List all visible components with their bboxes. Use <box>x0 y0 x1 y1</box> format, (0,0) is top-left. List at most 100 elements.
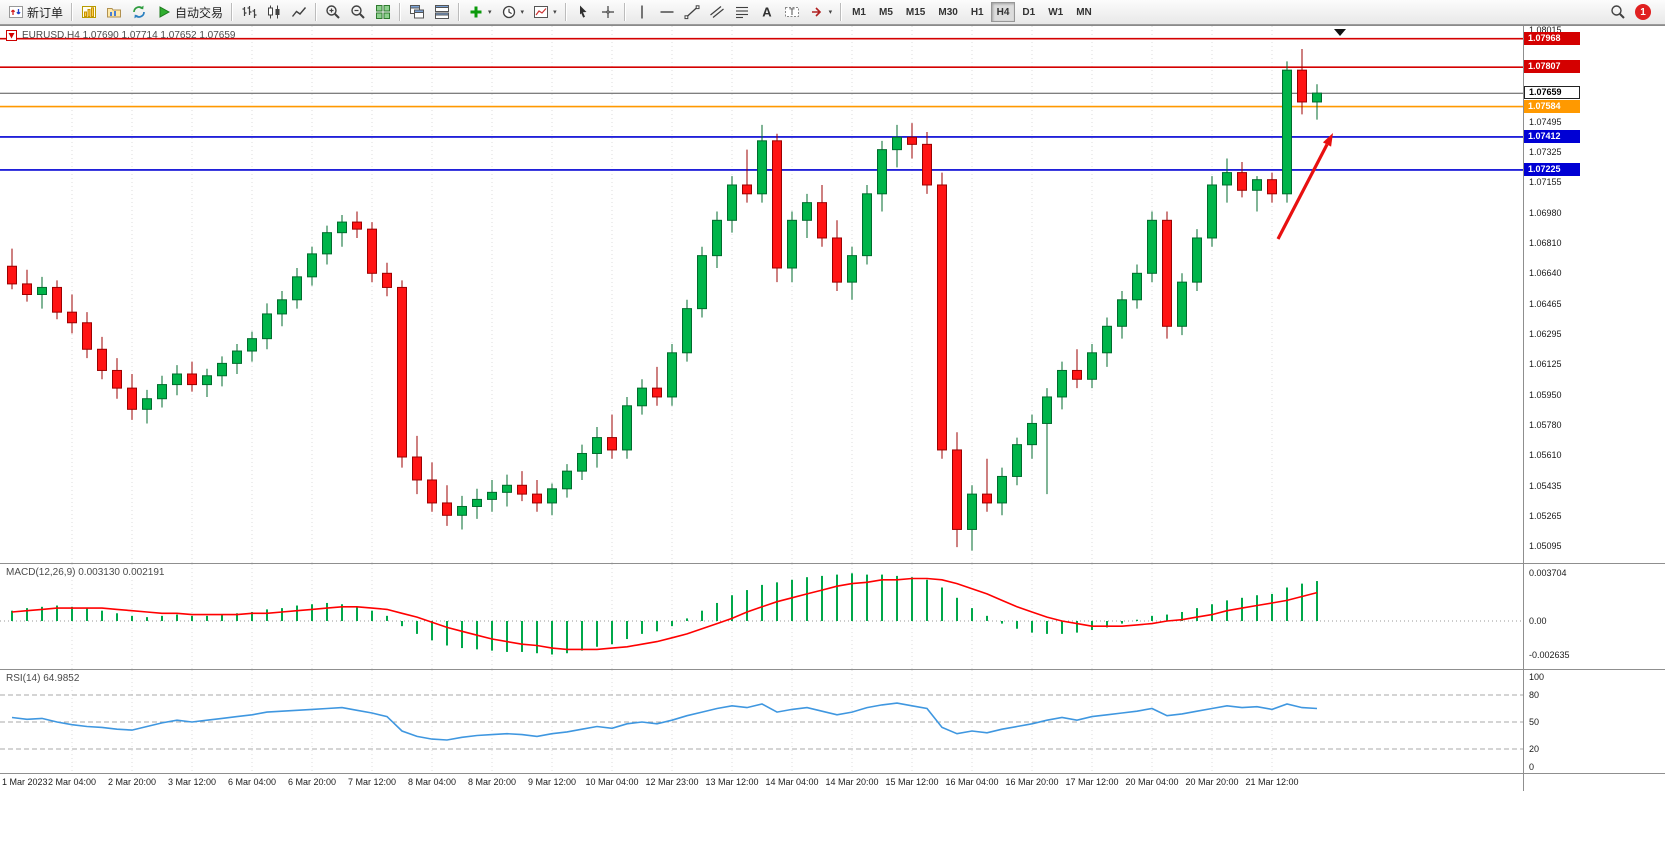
trendline-icon <box>684 5 700 20</box>
time-label: 12 Mar 23:00 <box>645 777 699 787</box>
autotrading-button[interactable]: 自动交易 <box>152 1 227 23</box>
price-label: 1.06295 <box>1529 329 1562 340</box>
new-order-icon <box>9 6 23 18</box>
trendline-button[interactable] <box>680 1 704 23</box>
notification-badge[interactable]: 1 <box>1635 4 1651 20</box>
periods-icon <box>502 5 515 19</box>
time-label: 17 Mar 12:00 <box>1065 777 1119 787</box>
channel-button[interactable] <box>705 1 729 23</box>
time-axis-divider <box>0 773 1665 774</box>
timeframe-button-H4[interactable]: H4 <box>990 2 1016 22</box>
price-label: 1.05095 <box>1529 541 1562 552</box>
arrows-icon <box>811 7 821 17</box>
main-chart[interactable] <box>0 26 1523 563</box>
timeframe-button-H1[interactable]: H1 <box>965 2 990 22</box>
rsi-scale-label: 20 <box>1529 744 1540 754</box>
vertical-line-icon <box>640 5 643 19</box>
timeframe-button-MN[interactable]: MN <box>1070 2 1098 22</box>
bar-chart-button[interactable] <box>237 1 261 23</box>
separator <box>71 3 74 21</box>
timeframe-button-D1[interactable]: D1 <box>1016 2 1041 22</box>
crosshair-icon <box>601 6 614 18</box>
chevron-down-icon: ▾ <box>553 9 557 16</box>
timeframe-group: M1 M5 M15 M30 H1 H4 D1 W1 MN <box>846 2 1098 22</box>
time-label: 8 Mar 20:00 <box>467 777 517 787</box>
price-label: 1.05265 <box>1529 511 1562 522</box>
price-scale[interactable]: 1.08015 1.07495 1.07325 1.07155 1.06980 1.068… <box>1524 25 1664 791</box>
search-icon <box>1611 5 1625 19</box>
new-chart-button[interactable] <box>77 1 101 23</box>
vertical-line-button[interactable] <box>630 1 654 23</box>
macd-scale-label: 0.003704 <box>1529 568 1567 579</box>
timeframe-button-M1[interactable]: M1 <box>846 2 872 22</box>
timeframe-button-M5[interactable]: M5 <box>873 2 899 22</box>
chart-title: EURUSD,H4 1.07690 1.07714 1.07652 1.0765… <box>6 30 236 41</box>
zoom-in-button[interactable] <box>321 1 345 23</box>
timeframe-button-W1[interactable]: W1 <box>1042 2 1069 22</box>
price-label: 1.05780 <box>1529 420 1562 431</box>
profiles-icon <box>107 8 122 18</box>
cursor-icon <box>579 5 587 18</box>
timeframe-button-M30[interactable]: M30 <box>932 2 963 22</box>
chart-window: EURUSD,H4 1.07690 1.07714 1.07652 1.0765… <box>0 25 1665 844</box>
zoom-out-icon <box>351 5 365 19</box>
time-label: 16 Mar 20:00 <box>1005 777 1059 787</box>
cascade-windows-button[interactable] <box>405 1 429 23</box>
rsi-scale-label: 80 <box>1529 690 1540 700</box>
price-label: 1.07495 <box>1529 117 1562 128</box>
fibonacci-button[interactable] <box>730 1 754 23</box>
line-chart-button[interactable] <box>287 1 311 23</box>
candlestick-chart-icon <box>268 5 280 19</box>
channel-icon <box>709 6 724 18</box>
level-price-label: 1.07968 <box>1524 31 1580 45</box>
zoom-out-button[interactable] <box>346 1 370 23</box>
timeframe-button-M15[interactable]: M15 <box>900 2 931 22</box>
arrows-button[interactable]: ▾ <box>805 1 837 23</box>
time-axis[interactable]: 1 Mar 2023 2 Mar 04:00 2 Mar 20:00 3 Mar 12… <box>0 774 1523 791</box>
templates-icon <box>534 6 549 18</box>
level-price-label: 1.07807 <box>1524 60 1580 74</box>
separator <box>458 3 461 21</box>
time-label: 8 Mar 04:00 <box>407 777 457 787</box>
macd-scale-label: 0.00 <box>1529 616 1547 626</box>
macd-panel[interactable] <box>0 564 1523 669</box>
tile-windows-icon <box>376 5 391 19</box>
refresh-button[interactable] <box>127 1 151 23</box>
time-label: 6 Mar 20:00 <box>287 777 337 787</box>
tile-windows-button[interactable] <box>371 1 395 23</box>
separator <box>315 3 318 21</box>
chevron-down-icon: ▾ <box>520 9 525 16</box>
search-button[interactable] <box>1606 1 1630 23</box>
new-order-button[interactable]: 新订单 <box>4 1 67 23</box>
rsi-scale-label: 100 <box>1529 672 1545 682</box>
price-label: 1.06810 <box>1529 238 1562 249</box>
horizontal-line-button[interactable] <box>655 1 679 23</box>
crosshair-button[interactable] <box>596 1 620 23</box>
rsi-title: RSI(14) 64.9852 <box>6 673 80 684</box>
indicators-icon <box>470 6 482 18</box>
cursor-button[interactable] <box>571 1 595 23</box>
arrange-windows-button[interactable] <box>430 1 454 23</box>
label-button[interactable]: T <box>780 1 804 23</box>
time-label: 15 Mar 12:00 <box>885 777 939 787</box>
rsi-panel[interactable] <box>0 670 1523 773</box>
candlestick-chart-button[interactable] <box>262 1 286 23</box>
text-button[interactable]: A <box>755 1 779 23</box>
periods-button[interactable]: ▾ <box>497 1 529 23</box>
rsi-panel-divider[interactable] <box>0 669 1665 670</box>
price-label: 1.07325 <box>1529 147 1562 158</box>
current-price-label: 1.07659 <box>1524 86 1580 100</box>
time-label: 13 Mar 12:00 <box>705 777 759 787</box>
price-label: 1.05435 <box>1529 481 1562 492</box>
separator <box>840 3 843 21</box>
time-label: 16 Mar 04:00 <box>945 777 999 787</box>
macd-panel-divider[interactable] <box>0 563 1665 564</box>
time-label: 10 Mar 04:00 <box>585 777 639 787</box>
price-label: 1.08015 <box>1529 25 1562 36</box>
time-label: 1 Mar 2023 <box>2 777 48 787</box>
separator <box>564 3 567 21</box>
templates-button[interactable]: ▾ <box>529 1 561 23</box>
indicators-button[interactable]: ▾ <box>464 1 496 23</box>
profiles-button[interactable] <box>102 1 126 23</box>
